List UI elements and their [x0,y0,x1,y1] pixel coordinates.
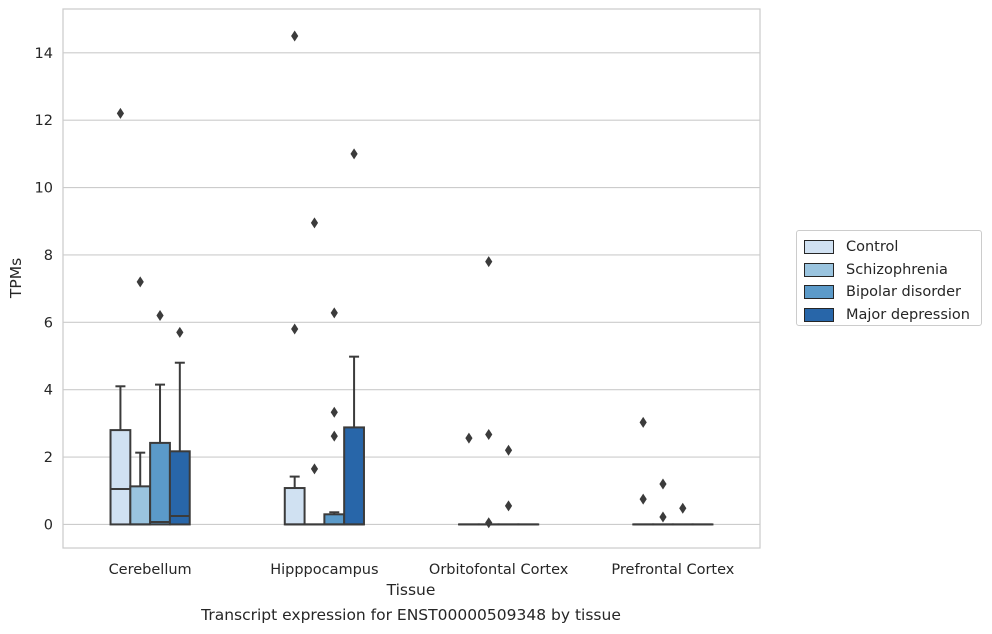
box-s2-c3-outlier-3 [485,517,493,529]
y-tick-label-14: 14 [35,46,53,62]
y-tick-label-0: 0 [44,517,53,533]
box-s2-c4-outlier-1 [659,478,667,490]
x-tick-label-2: Hipppocampus [270,562,378,578]
legend-label-schizophrenia: Schizophrenia [846,261,948,278]
y-tick-label-4: 4 [44,383,53,399]
legend-item-bipolar: Bipolar disorder [804,281,981,304]
legend-swatch-control [804,240,834,255]
y-tick-label-6: 6 [44,315,53,331]
x-axis-label: Tissue [386,581,436,599]
box-s4-c2 [343,426,365,526]
legend-label-bipolar: Bipolar disorder [846,284,961,301]
box-s1-c4-outlier-2 [639,493,647,505]
y-tick-label-12: 12 [35,113,53,129]
box-s2-c3-outlier-2 [485,256,493,268]
box-s3-c1 [149,441,171,526]
box-s2-c2-outlier-1 [310,463,319,475]
box-s3-c1-outlier-1 [156,310,164,322]
x-tick-label-3: Orbitofontal Cortex [429,562,569,578]
box-s2-c4-outlier-2 [659,511,667,523]
y-axis-label: TPMs [7,258,25,299]
legend: Control Schizophrenia Bipolar disorder M… [796,230,982,326]
x-tick-label-4: Prefrontal Cortex [611,562,734,578]
y-tick-label-2: 2 [44,450,53,466]
box-s3-c4-outlier-1 [679,502,687,514]
box-s2-c1-outlier-1 [136,276,144,288]
legend-swatch-major-depression [804,307,834,322]
box-s1-c1-outlier-1 [116,107,125,119]
box-s1-c4-outlier-1 [639,416,647,428]
box-s4-c1-outlier-1 [176,326,184,338]
legend-item-major-depression: Major depression [804,304,981,327]
box-s3-c2-outlier-2 [330,406,338,418]
box-s1-c2 [283,487,306,526]
tick-labels: 0 2 4 6 8 10 12 14 Cerebellum Hipppocampus Orbitof… [35,46,735,578]
y-tick-label-10: 10 [35,181,53,197]
boxes [109,30,714,529]
box-s1-c2-outlier-1 [291,323,299,335]
box-s3-c2-outlier-1 [330,430,338,442]
legend-item-schizophrenia: Schizophrenia [804,259,981,282]
box-s3-c3-outlier-2 [504,500,513,512]
chart-footer-title: Transcript expression for ENST0000050934… [201,606,621,624]
legend-item-control: Control [804,236,981,259]
box-s4-c2-outlier-1 [350,148,358,160]
box-s1-c2-outlier-2 [291,30,299,42]
box-s4-c1 [168,450,191,526]
y-tick-label-8: 8 [44,248,53,264]
box-s2-c3-outlier-1 [485,428,493,440]
box-s1-c1 [109,429,132,526]
legend-label-control: Control [846,239,899,256]
box-s2-c1 [129,485,152,526]
box-s2-c2-outlier-2 [310,217,319,229]
legend-label-major-depression: Major depression [846,306,970,323]
legend-swatch-bipolar [804,285,834,300]
box-s3-c2-outlier-3 [330,307,338,319]
box-s3-c2 [323,513,346,526]
box-s3-c3-outlier-1 [504,444,513,456]
x-tick-label-1: Cerebellum [109,562,192,578]
legend-swatch-schizophrenia [804,262,834,277]
box-s1-c3-outlier-1 [465,432,473,444]
